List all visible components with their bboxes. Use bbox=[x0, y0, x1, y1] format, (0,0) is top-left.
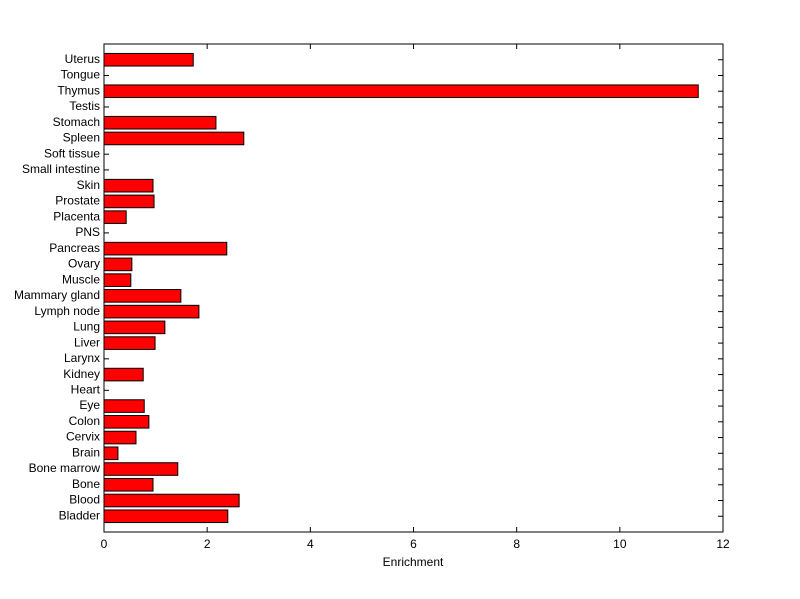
y-tick-label: Liver bbox=[74, 335, 100, 349]
y-tick-label: Tongue bbox=[61, 68, 101, 82]
x-tick-label: 6 bbox=[410, 537, 417, 551]
y-tick-label: Bone bbox=[72, 477, 100, 491]
bar bbox=[103, 304, 200, 319]
bar bbox=[103, 509, 229, 524]
bar bbox=[103, 257, 133, 272]
x-tick-label: 0 bbox=[101, 537, 108, 551]
bar bbox=[103, 415, 150, 429]
x-tick-label: 10 bbox=[613, 537, 627, 551]
y-tick-label: PNS bbox=[75, 225, 100, 239]
bar bbox=[103, 115, 217, 130]
y-tick-label: Bone marrow bbox=[29, 461, 101, 475]
y-tick-label: Small intestine bbox=[22, 162, 100, 176]
y-tick-label: Spleen bbox=[63, 131, 100, 145]
bar bbox=[103, 178, 154, 193]
y-tick-label: Larynx bbox=[64, 351, 100, 365]
y-tick-label: Muscle bbox=[62, 272, 100, 286]
bar bbox=[103, 52, 194, 67]
bar bbox=[103, 399, 145, 413]
y-tick-label: Placenta bbox=[53, 209, 100, 223]
y-tick-label: Thymus bbox=[57, 83, 100, 97]
bar bbox=[103, 430, 137, 445]
bar bbox=[103, 273, 132, 287]
y-tick-label: Cervix bbox=[66, 430, 100, 444]
x-tick-label: 4 bbox=[307, 537, 314, 551]
y-tick-label: Blood bbox=[69, 493, 100, 507]
bar bbox=[103, 131, 245, 146]
x-axis-label: Enrichment bbox=[383, 555, 444, 569]
bar bbox=[103, 210, 127, 224]
y-tick-label: Colon bbox=[69, 414, 100, 428]
y-tick-label: Eye bbox=[79, 398, 100, 412]
x-tick-label: 2 bbox=[204, 537, 211, 551]
y-tick-label: Pancreas bbox=[49, 241, 100, 255]
y-tick-label: Brain bbox=[72, 445, 100, 459]
y-tick-label: Prostate bbox=[55, 194, 100, 208]
bar bbox=[103, 493, 240, 508]
bar bbox=[103, 336, 156, 350]
y-tick-label: Heart bbox=[71, 382, 101, 396]
y-tick-label: Soft tissue bbox=[44, 146, 100, 160]
bar bbox=[103, 446, 119, 461]
bar bbox=[103, 462, 179, 476]
y-tick-label: Skin bbox=[77, 178, 100, 192]
x-tick-label: 12 bbox=[716, 537, 730, 551]
y-tick-label: Bladder bbox=[59, 508, 100, 522]
y-tick-label: Ovary bbox=[68, 257, 100, 271]
y-tick-label: Stomach bbox=[53, 115, 100, 129]
y-tick-label: Testis bbox=[69, 99, 100, 113]
bar bbox=[103, 84, 699, 99]
y-tick-label: Lung bbox=[73, 320, 100, 334]
bar bbox=[103, 320, 166, 335]
bar bbox=[103, 367, 144, 382]
bar bbox=[103, 241, 228, 256]
y-tick-label: Kidney bbox=[63, 367, 100, 381]
y-tick-label: Lymph node bbox=[34, 304, 100, 318]
y-tick-label: Uterus bbox=[65, 52, 100, 66]
y-tick-label: Mammary gland bbox=[14, 288, 100, 302]
bar bbox=[103, 477, 154, 492]
x-tick-label: 8 bbox=[513, 537, 520, 551]
bar bbox=[103, 289, 182, 303]
bar bbox=[103, 194, 155, 209]
